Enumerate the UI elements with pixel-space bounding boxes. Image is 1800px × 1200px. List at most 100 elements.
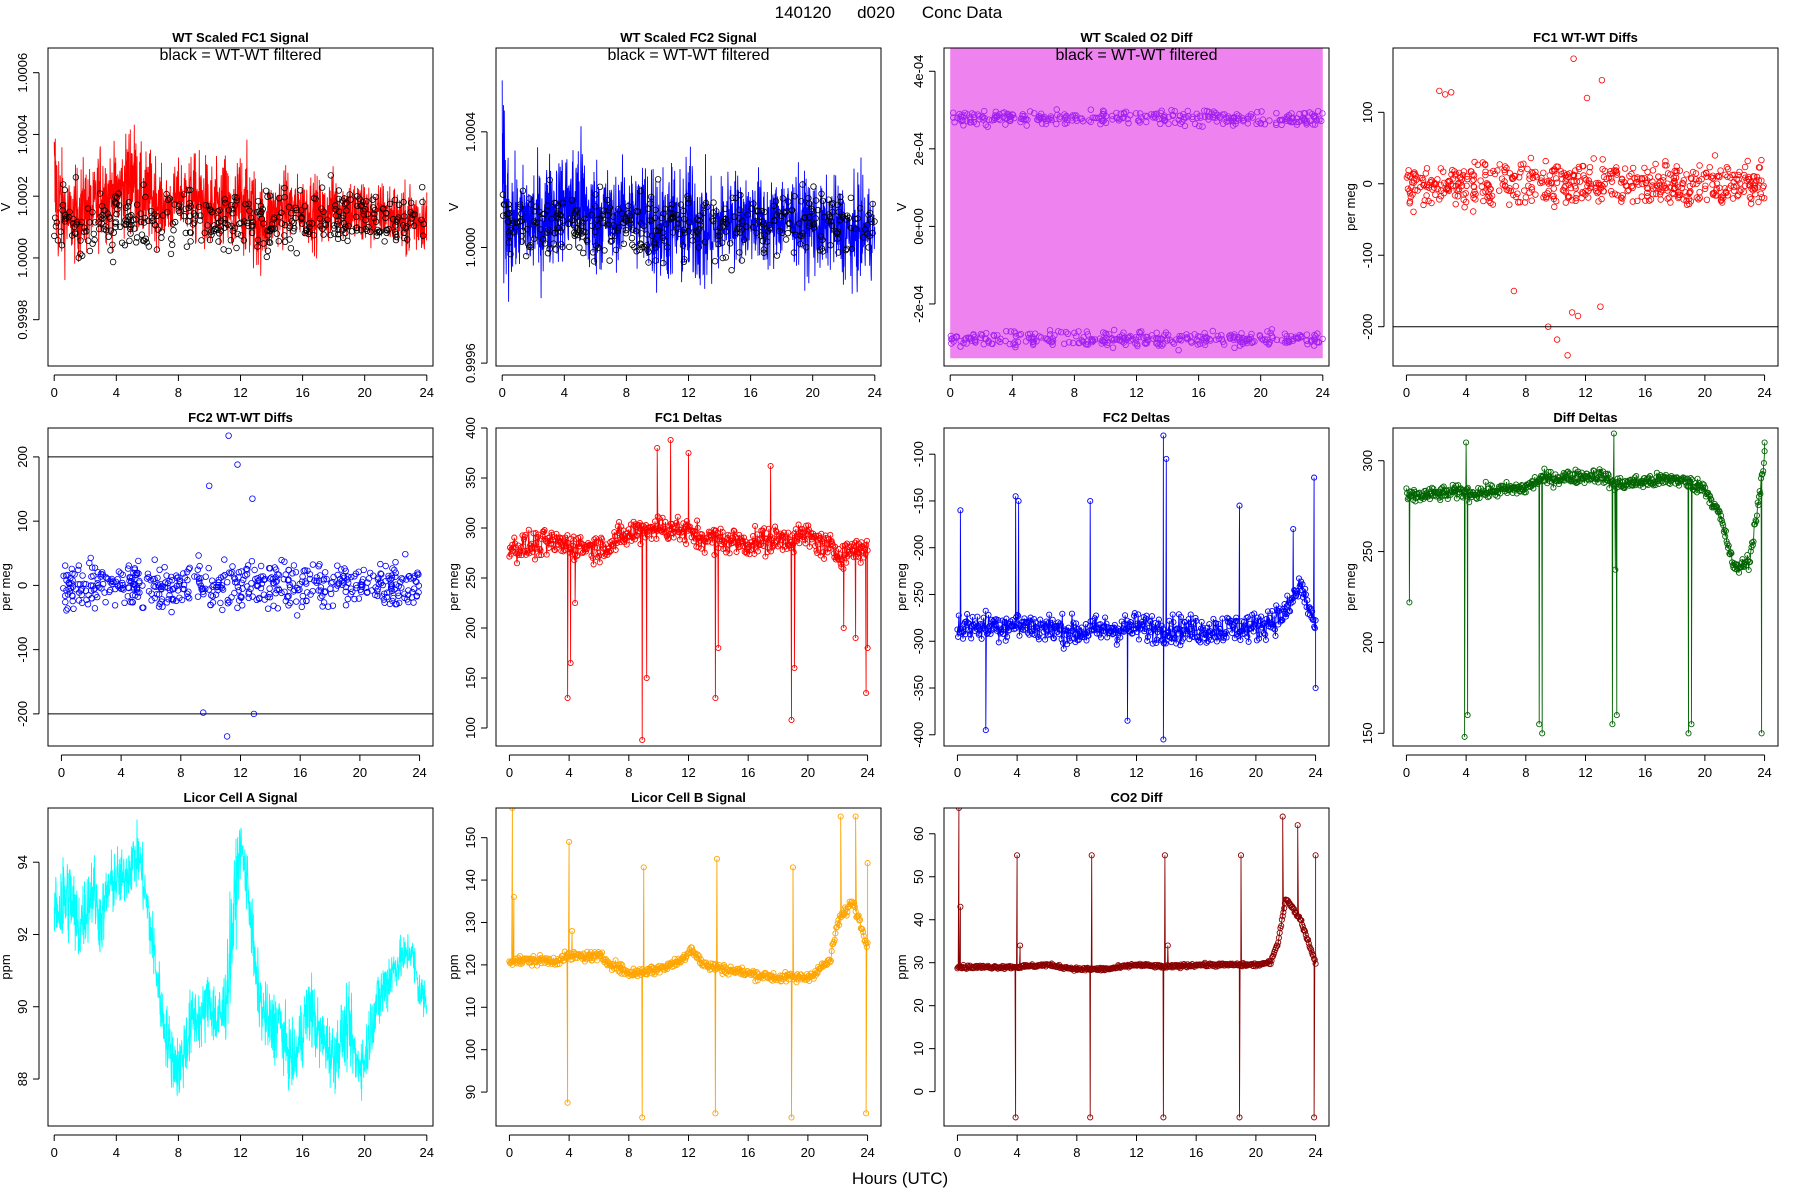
data-point <box>1189 115 1196 123</box>
data-point <box>530 235 538 242</box>
plot-frame <box>1392 427 1779 747</box>
data-point <box>605 207 612 214</box>
data-point <box>755 207 762 215</box>
data-point <box>1169 338 1176 346</box>
data-point <box>798 232 805 240</box>
data-point <box>1682 189 1689 196</box>
data-point <box>1251 610 1258 617</box>
y-tick-label: -100 <box>15 637 30 663</box>
data-point <box>1157 120 1164 127</box>
data-point <box>1463 173 1471 180</box>
data-point <box>765 525 772 532</box>
data-point <box>1297 334 1305 341</box>
data-point <box>1176 626 1183 633</box>
data-point <box>1528 168 1536 176</box>
data-point <box>760 542 767 549</box>
data-point <box>1010 340 1017 347</box>
data-point <box>1004 633 1011 640</box>
y-tick-label: 300 <box>1360 450 1375 472</box>
x-tick-label: 12 <box>681 765 695 780</box>
y-tick-label: 400 <box>463 417 478 439</box>
data-point <box>590 258 598 265</box>
data-point <box>212 591 220 598</box>
data-point <box>1479 189 1486 196</box>
data-point <box>374 586 381 593</box>
data-point <box>778 212 785 220</box>
data-point <box>1503 186 1510 193</box>
data-point <box>335 230 342 238</box>
data-point <box>675 220 682 227</box>
data-point <box>1675 194 1682 202</box>
data-point <box>513 219 520 226</box>
data-point <box>681 215 688 223</box>
data-point <box>332 202 339 209</box>
data-point <box>54 237 62 244</box>
x-tick-label: 24 <box>1757 765 1771 780</box>
data-point <box>153 591 161 598</box>
data-point <box>1420 495 1427 502</box>
x-tick-label: 16 <box>741 765 755 780</box>
data-point <box>1026 617 1033 624</box>
data-point <box>1643 189 1651 196</box>
data-point <box>1100 111 1107 118</box>
data-point <box>662 221 670 228</box>
data-point <box>71 229 79 236</box>
data-point <box>288 209 295 217</box>
data-point <box>999 630 1007 637</box>
data-point <box>1124 717 1131 724</box>
data-point <box>785 198 792 205</box>
data-point <box>670 210 677 218</box>
data-point <box>1672 174 1680 181</box>
data-point <box>229 227 236 235</box>
data-point <box>1134 117 1142 124</box>
data-point <box>1301 117 1309 125</box>
data-point <box>355 568 362 575</box>
data-point <box>827 218 835 225</box>
data-point <box>1423 165 1431 172</box>
data-point <box>96 190 104 197</box>
data-point <box>327 590 335 597</box>
data-point <box>569 927 576 935</box>
data-point <box>1420 201 1427 209</box>
data-point <box>116 223 124 230</box>
data-point <box>298 213 305 221</box>
data-point <box>1570 171 1577 178</box>
data-point <box>307 591 314 598</box>
data-point <box>1748 185 1755 192</box>
data-point <box>1611 486 1618 494</box>
data-point <box>716 224 724 231</box>
data-point <box>205 482 213 489</box>
data-point <box>1223 634 1230 641</box>
data-point <box>1423 181 1431 188</box>
data-point <box>559 243 566 251</box>
data-point <box>1113 336 1120 343</box>
data-point <box>982 121 989 128</box>
data-point <box>125 562 132 569</box>
data-point <box>1142 625 1149 633</box>
data-point <box>848 540 855 548</box>
data-point <box>762 970 769 977</box>
data-point <box>309 588 316 595</box>
data-point <box>401 213 408 220</box>
data-point <box>993 113 1000 120</box>
data-point <box>1035 333 1043 340</box>
data-point <box>667 436 674 444</box>
data-point <box>1043 618 1050 625</box>
data-point <box>1060 645 1067 652</box>
data-point <box>129 592 136 599</box>
data-point <box>163 208 171 216</box>
data-point <box>133 234 141 241</box>
data-point <box>278 556 285 564</box>
x-tick-label: 20 <box>357 385 371 400</box>
data-point <box>1206 621 1213 628</box>
data-point <box>1709 172 1716 179</box>
data-point <box>377 580 385 587</box>
x-tick-label: 24 <box>420 385 434 400</box>
data-point <box>542 538 550 545</box>
data-point <box>306 571 314 578</box>
data-point <box>1136 110 1144 117</box>
chart-title: WT Scaled O2 Diff <box>1081 30 1194 45</box>
data-point <box>235 587 243 594</box>
